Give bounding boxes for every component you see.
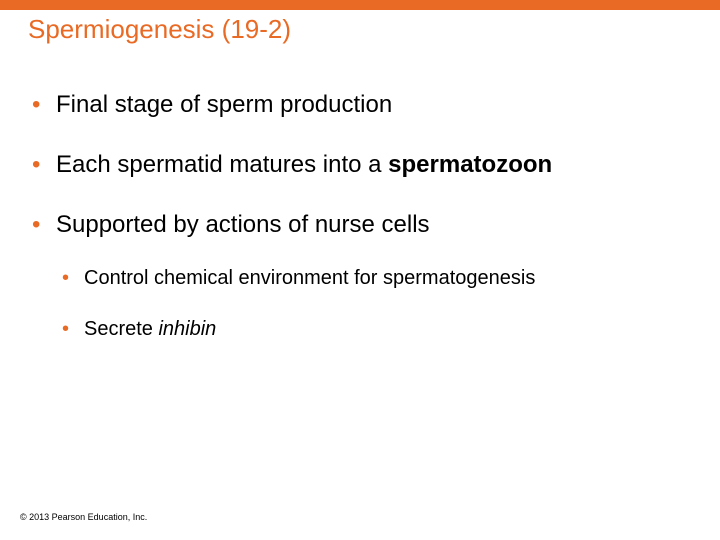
text-run: Control chemical environment for spermat… — [84, 267, 535, 289]
list-item: Control chemical environment for spermat… — [56, 267, 692, 290]
list-item: Each spermatid matures into a spermatozo… — [28, 151, 692, 179]
text-run: Final stage of sperm production — [56, 91, 392, 118]
content-area: Final stage of sperm production Each sper… — [0, 51, 720, 540]
slide-title: Spermiogenesis (19-2) — [28, 14, 720, 45]
accent-bar — [0, 0, 720, 10]
text-run: Secrete — [84, 318, 158, 340]
title-row: Spermiogenesis (19-2) — [0, 10, 720, 51]
list-item: Final stage of sperm production — [28, 91, 692, 119]
bullet-list-level2: Control chemical environment for spermat… — [56, 267, 692, 341]
text-run: spermatozoon — [388, 151, 552, 178]
text-run: inhibin — [158, 318, 216, 340]
text-run: Supported by actions of nurse cells — [56, 211, 430, 238]
slide: Spermiogenesis (19-2) Final stage of spe… — [0, 0, 720, 540]
copyright-footer: © 2013 Pearson Education, Inc. — [20, 512, 147, 522]
list-item: Secrete inhibin — [56, 318, 692, 341]
list-item: Supported by actions of nurse cells Contr… — [28, 211, 692, 341]
text-run: Each spermatid matures into a — [56, 151, 388, 178]
bullet-list-level1: Final stage of sperm production Each sper… — [28, 91, 692, 341]
